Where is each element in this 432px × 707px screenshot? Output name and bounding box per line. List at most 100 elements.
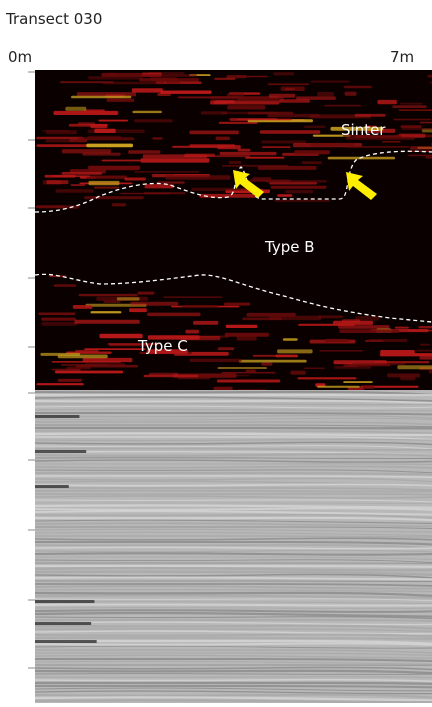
reflection	[100, 334, 143, 338]
reflection	[380, 353, 432, 356]
reflection	[107, 99, 135, 102]
label-type-c: Type C	[137, 337, 188, 355]
reflection	[84, 348, 145, 350]
reflection	[147, 313, 200, 317]
reflection	[224, 303, 250, 306]
reflection	[397, 365, 432, 369]
reflection	[130, 302, 178, 306]
reflection	[54, 284, 76, 287]
reflection	[35, 620, 432, 621]
reflection	[298, 324, 355, 326]
reflection	[71, 184, 86, 186]
reflection	[237, 336, 257, 340]
reflection	[189, 144, 235, 147]
reflection	[395, 327, 409, 329]
reflection	[117, 297, 140, 300]
reflection	[340, 329, 400, 333]
reflection	[46, 140, 72, 143]
reflection	[88, 166, 140, 170]
scale-end: 7m	[390, 48, 414, 66]
reflection	[249, 180, 290, 182]
reflection	[35, 491, 432, 492]
reflection	[377, 100, 397, 104]
reflection	[36, 205, 65, 208]
reflection	[290, 371, 305, 375]
reflection	[215, 100, 235, 103]
reflection	[35, 464, 432, 465]
reflection	[41, 318, 76, 321]
reflection	[260, 130, 320, 134]
reflection	[222, 165, 289, 167]
reflection	[150, 77, 178, 81]
reflection	[102, 160, 141, 162]
reflection	[242, 318, 282, 321]
reflection	[42, 322, 78, 326]
reflection	[35, 566, 432, 567]
reflection	[311, 143, 355, 146]
reflection	[140, 158, 209, 162]
reflection	[410, 146, 432, 149]
reflection	[342, 319, 360, 323]
reflection	[152, 137, 162, 139]
reflection	[325, 339, 349, 342]
reflection	[393, 119, 431, 121]
reflection	[182, 305, 218, 307]
reflection	[90, 124, 107, 128]
reflection	[73, 305, 93, 309]
reflection	[294, 150, 330, 154]
reflection	[98, 120, 128, 122]
reflection	[408, 155, 432, 157]
reflection	[58, 379, 82, 382]
reflection	[227, 105, 265, 109]
reflection	[420, 122, 432, 124]
reflection	[408, 330, 432, 332]
reflection	[237, 119, 292, 121]
page: Transect 030 0m 7m Sinter Type B Type C …	[0, 0, 432, 703]
reflection	[262, 146, 291, 148]
reflection	[218, 347, 234, 350]
reflection	[245, 157, 284, 159]
reflection	[352, 363, 405, 365]
reflection	[252, 177, 271, 180]
reflection	[54, 111, 119, 115]
reflection	[35, 450, 86, 453]
reflection	[344, 86, 372, 89]
reflection	[52, 361, 122, 363]
reflection	[345, 92, 357, 96]
reflection	[79, 294, 138, 296]
reflection	[35, 415, 79, 418]
reflection	[160, 91, 212, 94]
reflection	[61, 364, 110, 366]
reflection	[145, 184, 174, 188]
reflection	[163, 296, 222, 298]
figure-title: Transect 030	[5, 10, 102, 28]
reflection	[317, 386, 360, 388]
reflection	[62, 149, 111, 153]
reflection	[346, 146, 410, 148]
reflection	[112, 203, 126, 206]
reflection	[166, 175, 231, 180]
reflection	[248, 112, 294, 115]
reflection	[62, 172, 103, 175]
reflection	[271, 186, 327, 189]
reflection	[426, 156, 432, 158]
reflection	[285, 190, 313, 193]
reflection	[129, 308, 147, 312]
reflection	[419, 356, 432, 360]
reflection	[35, 605, 432, 606]
reflection	[40, 353, 80, 356]
reflection	[317, 92, 334, 96]
reflection	[274, 200, 330, 202]
reflection	[184, 155, 250, 157]
reflection	[268, 83, 310, 85]
reflection	[420, 344, 430, 346]
reflection	[279, 99, 310, 103]
reflection	[46, 130, 77, 134]
reflection	[217, 380, 280, 383]
reflection	[416, 350, 432, 352]
reflection	[87, 176, 127, 179]
reflection	[52, 369, 81, 371]
reflection	[229, 161, 242, 164]
reflection	[35, 665, 432, 666]
reflection	[273, 72, 294, 75]
